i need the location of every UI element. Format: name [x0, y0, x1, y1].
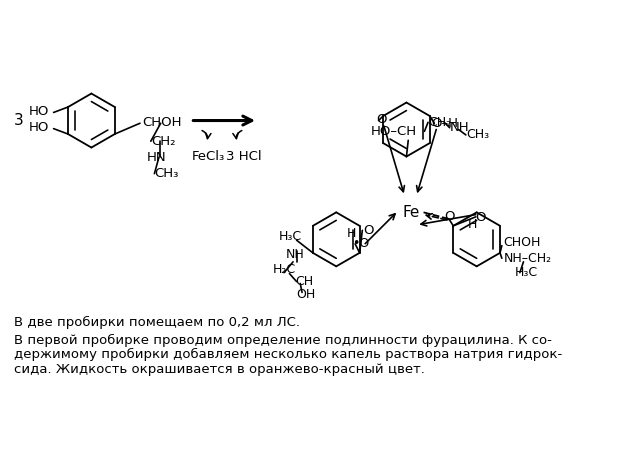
Text: 3: 3 — [14, 113, 24, 128]
Text: H₃C: H₃C — [515, 266, 538, 279]
Text: HO–CH: HO–CH — [370, 125, 417, 138]
Text: OH: OH — [297, 288, 316, 301]
Text: CH₂: CH₂ — [428, 116, 451, 129]
Text: O: O — [444, 210, 455, 223]
Text: держимому пробирки добавляем несколько капель раствора натрия гидрок-: держимому пробирки добавляем несколько к… — [14, 348, 562, 361]
Text: O–H: O–H — [431, 117, 459, 130]
Text: H₃C: H₃C — [279, 230, 302, 243]
Text: NH: NH — [450, 121, 469, 134]
Text: CH: CH — [295, 275, 313, 288]
Text: H: H — [347, 226, 356, 240]
Text: 3 HCl: 3 HCl — [227, 150, 262, 163]
Text: NH: NH — [286, 248, 305, 261]
Text: O: O — [475, 211, 486, 224]
Text: Fe: Fe — [403, 205, 421, 220]
Text: O: O — [363, 224, 374, 237]
Text: O: O — [376, 113, 386, 126]
Text: CH₃: CH₃ — [155, 167, 179, 180]
Text: CHOH: CHOH — [504, 235, 541, 248]
Text: NH–CH₂: NH–CH₂ — [504, 252, 552, 265]
Text: H₂C: H₂C — [273, 262, 296, 276]
Text: H: H — [468, 219, 477, 232]
Text: HO: HO — [28, 121, 49, 134]
Text: CH₂: CH₂ — [152, 135, 176, 148]
Text: HO: HO — [28, 105, 49, 118]
Text: В первой пробирке проводим определение подлинности фурацилина. К со-: В первой пробирке проводим определение п… — [14, 334, 552, 347]
Text: HN: HN — [147, 151, 167, 164]
Text: В две пробирки помещаем по 0,2 мл ЛС.: В две пробирки помещаем по 0,2 мл ЛС. — [14, 316, 300, 329]
Text: сида. Жидкость окрашивается в оранжево-красный цвет.: сида. Жидкость окрашивается в оранжево-к… — [14, 363, 425, 375]
Text: FeCl₃: FeCl₃ — [192, 150, 225, 163]
Text: CHOH: CHOH — [142, 116, 182, 129]
Text: •O: •O — [352, 237, 370, 250]
Text: CH₃: CH₃ — [466, 128, 489, 142]
